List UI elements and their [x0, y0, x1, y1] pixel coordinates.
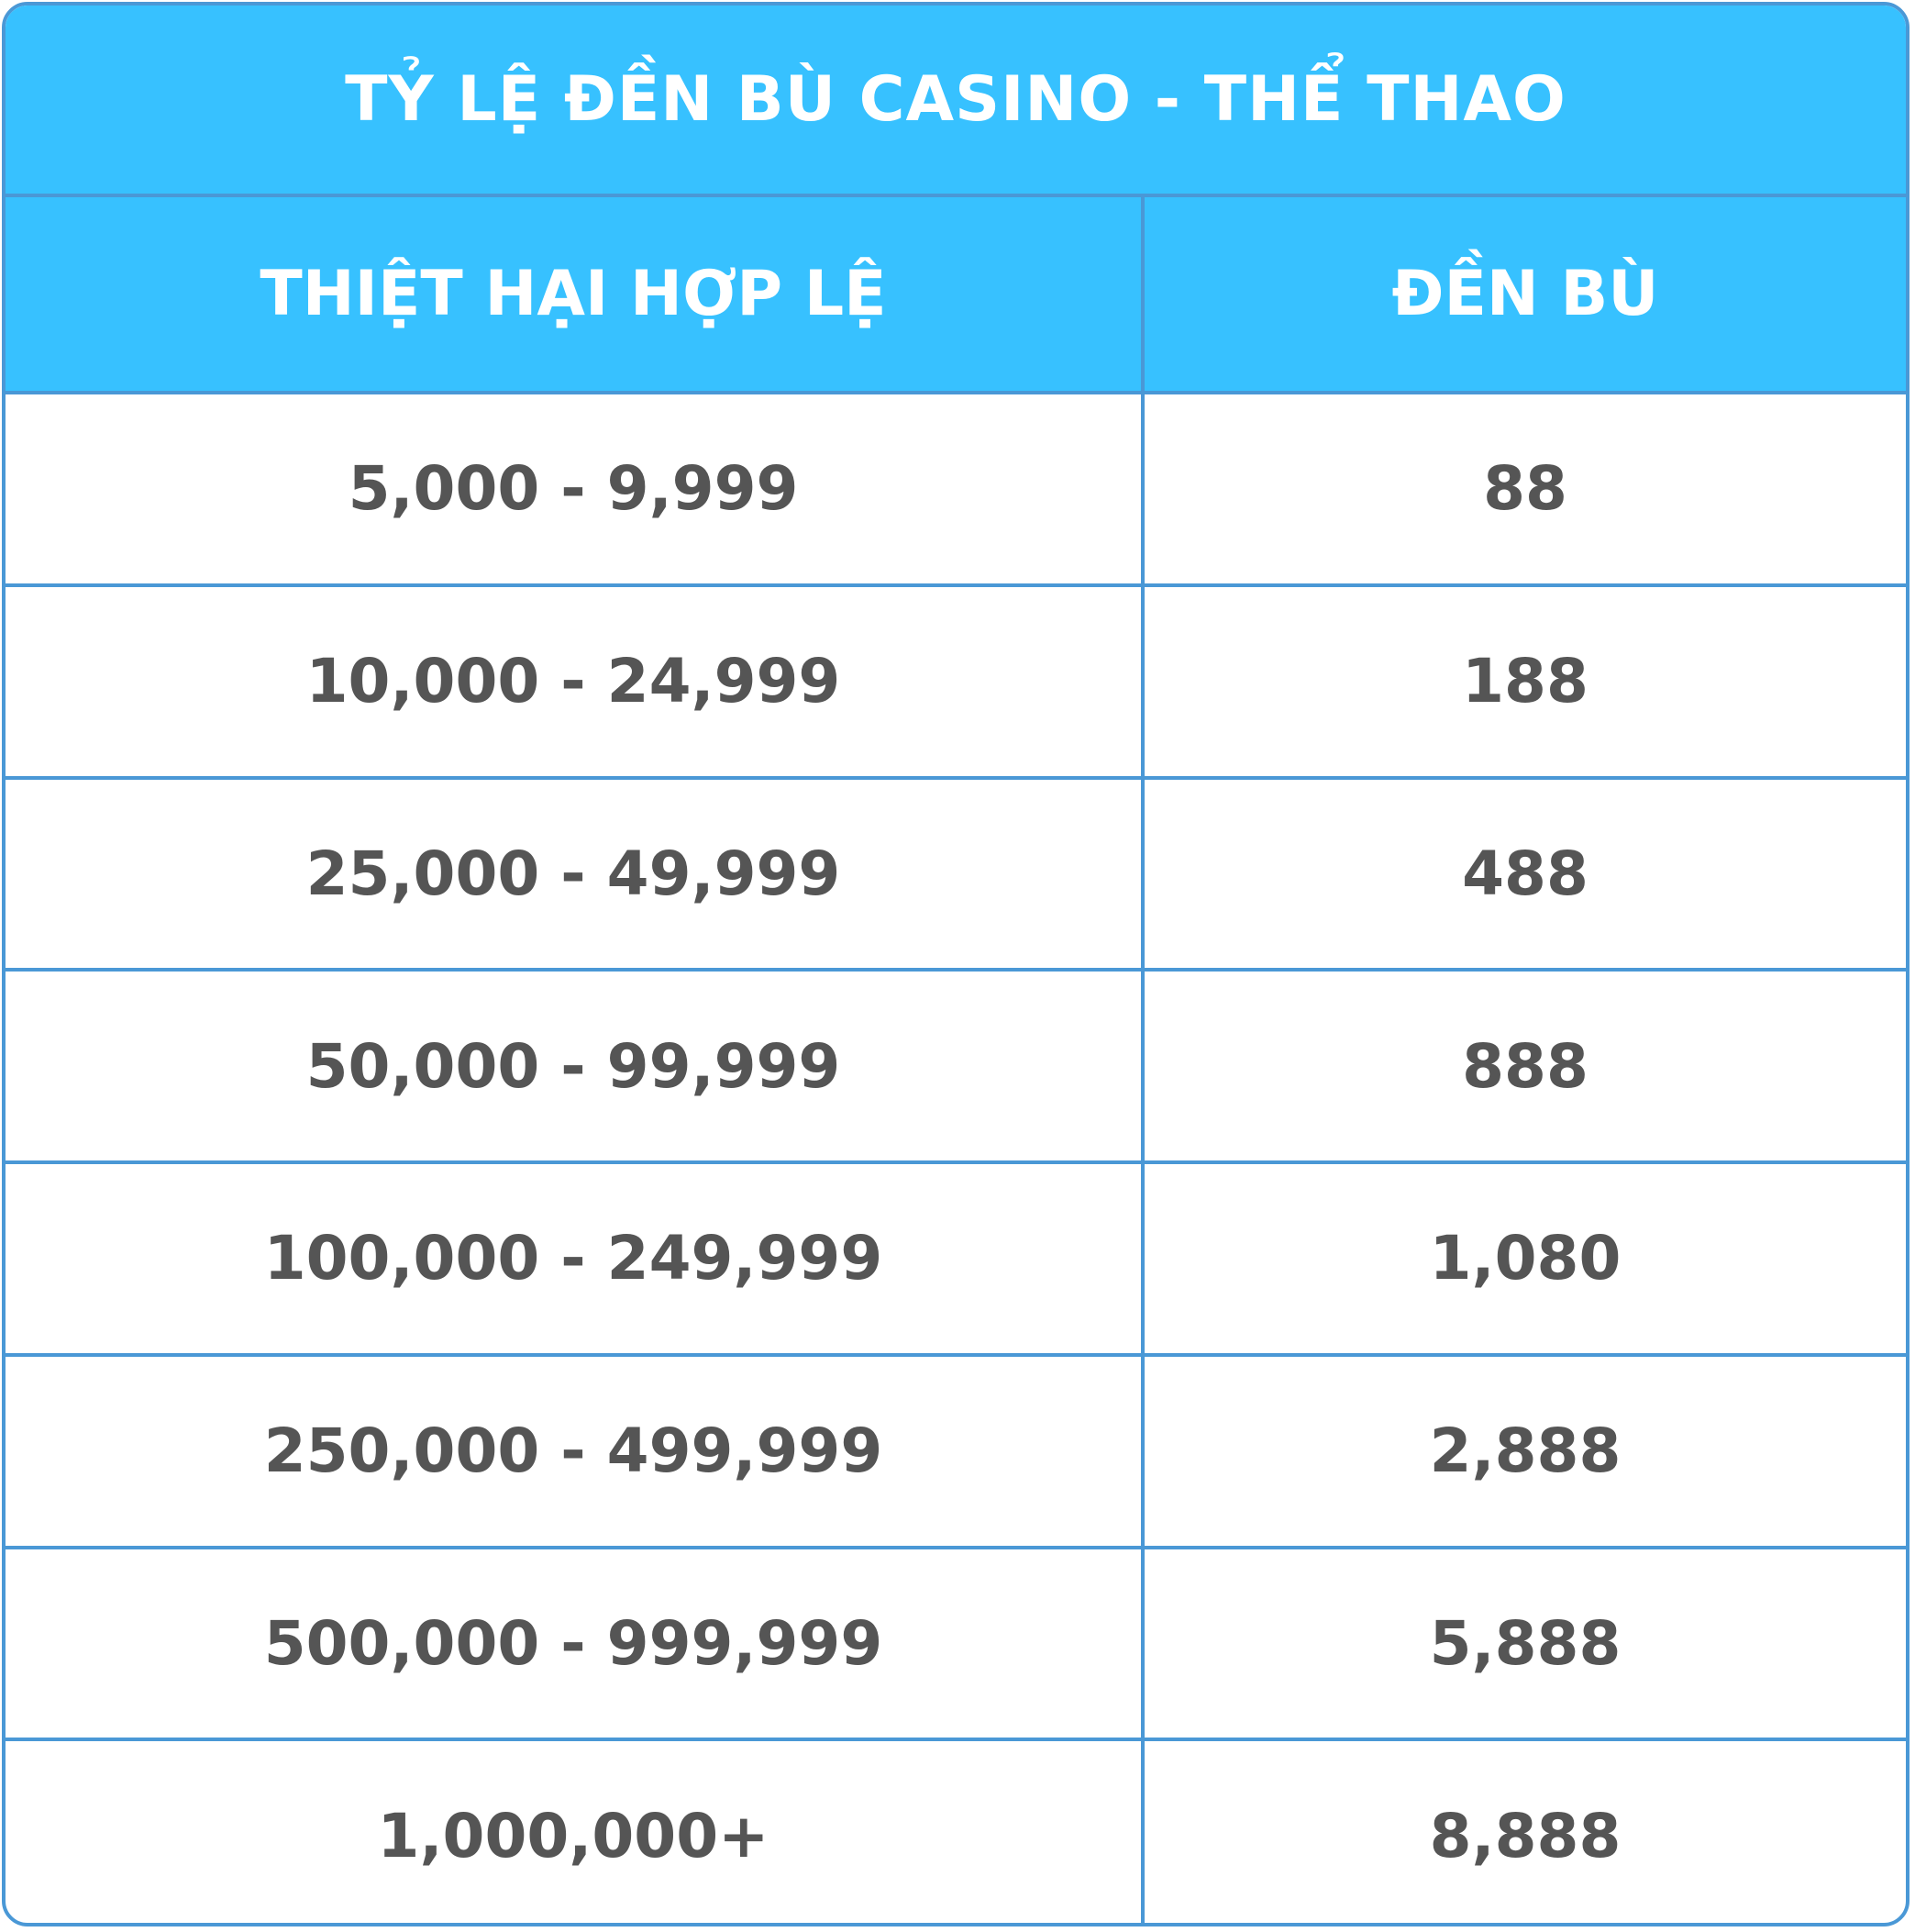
- table-row: 500,000 - 999,999 5,888: [6, 1549, 1906, 1742]
- table-row: 50,000 - 99,999 888: [6, 972, 1906, 1164]
- table-title-bar: TỶ LỆ ĐỀN BÙ CASINO - THỂ THAO: [6, 6, 1906, 197]
- table-row: 25,000 - 49,999 488: [6, 779, 1906, 972]
- table-row: 100,000 - 249,999 1,080: [6, 1164, 1906, 1357]
- cell-compensation: 5,888: [1429, 1607, 1622, 1679]
- cell-compensation: 2,888: [1429, 1416, 1622, 1487]
- table-row: 1,000,000+ 8,888: [6, 1741, 1906, 1923]
- table-body: 5,000 - 9,999 88 10,000 - 24,999 188 25,…: [6, 394, 1906, 1923]
- cell-loss: 1,000,000+: [6, 1741, 1145, 1923]
- table-row: 5,000 - 9,999 88: [6, 394, 1906, 587]
- cell-compensation: 888: [1462, 1030, 1588, 1102]
- header-loss: THIỆT HẠI HỢP LỆ: [6, 197, 1145, 391]
- header-compensation: ĐỀN BÙ: [1391, 258, 1659, 330]
- cell-compensation: 488: [1462, 838, 1588, 909]
- table-header-row: THIỆT HẠI HỢP LỆ ĐỀN BÙ: [6, 197, 1906, 394]
- cell-compensation: 1,080: [1429, 1223, 1622, 1294]
- cell-loss: 100,000 - 249,999: [6, 1164, 1145, 1353]
- cell-loss: 5,000 - 9,999: [6, 394, 1145, 583]
- cell-loss: 500,000 - 999,999: [6, 1549, 1145, 1738]
- table-row: 10,000 - 24,999 188: [6, 586, 1906, 780]
- cell-loss: 25,000 - 49,999: [6, 779, 1145, 969]
- cell-loss: 250,000 - 499,999: [6, 1356, 1145, 1546]
- cell-compensation: 8,888: [1429, 1800, 1622, 1871]
- cell-compensation: 188: [1462, 646, 1588, 717]
- cell-loss: 10,000 - 24,999: [6, 586, 1145, 776]
- cell-loss: 50,000 - 99,999: [6, 972, 1145, 1160]
- table-row: 250,000 - 499,999 2,888: [6, 1356, 1906, 1549]
- table-title: TỶ LỆ ĐỀN BÙ CASINO - THỂ THAO: [345, 63, 1566, 136]
- cell-compensation: 88: [1483, 453, 1567, 525]
